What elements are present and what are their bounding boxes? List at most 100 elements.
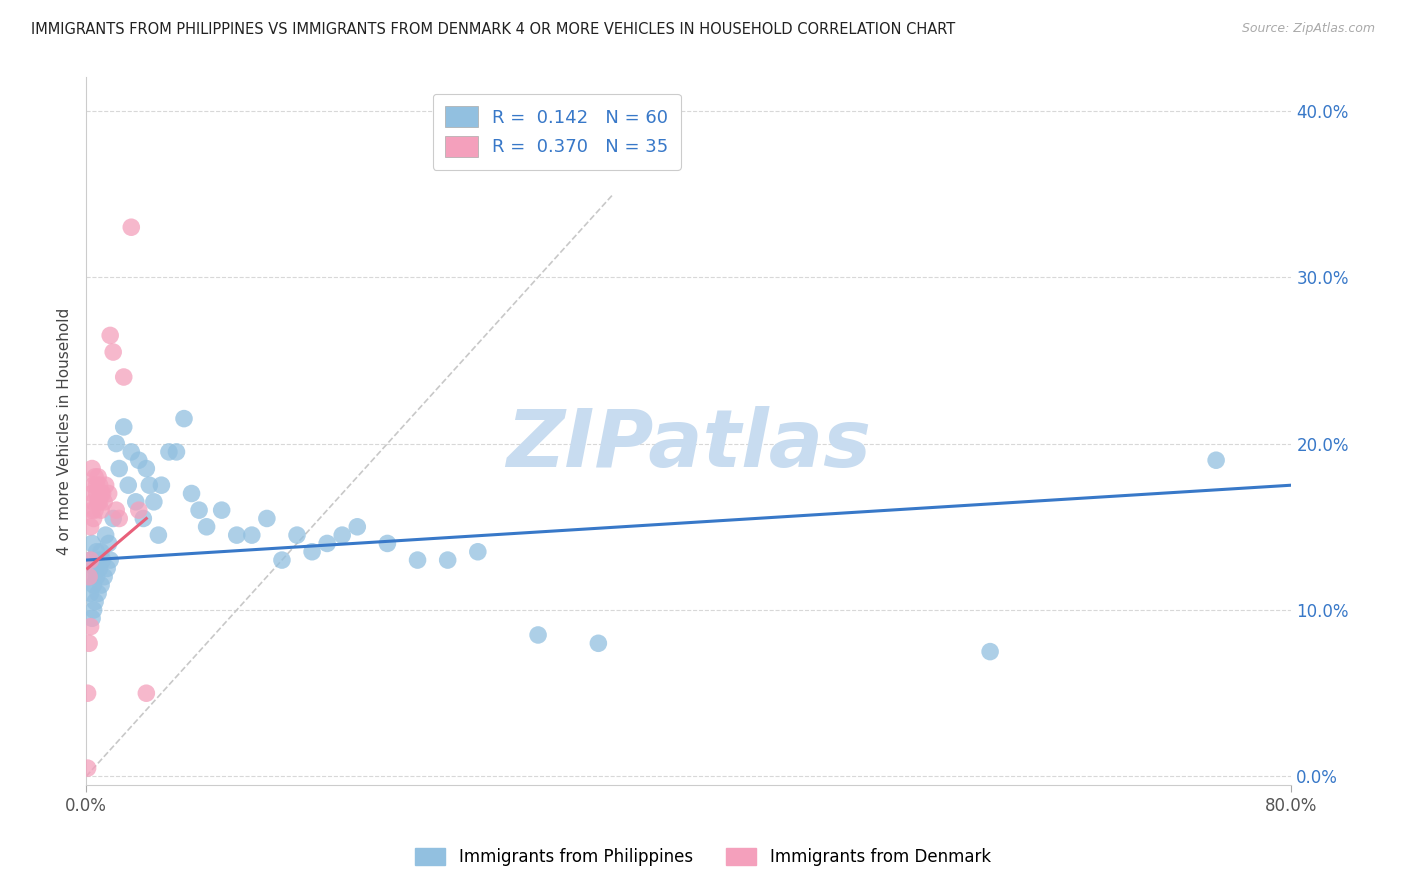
Point (128, 503, 150, 517)
Point (84, 561, 107, 575)
Point (108, 461, 131, 475)
Point (1205, 453, 1227, 467)
Point (79, 620, 101, 634)
Point (346, 520, 368, 534)
Point (135, 686, 157, 700)
Point (79, 553, 101, 567)
Point (103, 511, 125, 525)
Point (173, 411, 195, 425)
Point (128, 453, 150, 467)
Point (96, 561, 118, 575)
Point (77, 570, 100, 584)
Point (89, 478, 111, 492)
Point (301, 545, 323, 559)
Point (83, 495, 105, 509)
Point (86, 545, 108, 559)
Point (125, 495, 148, 509)
Point (76, 686, 98, 700)
Point (79, 553, 101, 567)
Point (132, 511, 155, 525)
Text: Source: ZipAtlas.com: Source: ZipAtlas.com (1241, 22, 1375, 36)
Point (256, 511, 278, 525)
Point (93, 495, 115, 509)
Point (225, 528, 247, 542)
Point (91, 553, 114, 567)
Point (87, 553, 110, 567)
Point (90, 486, 112, 500)
Point (79, 520, 101, 534)
Legend: Immigrants from Philippines, Immigrants from Denmark: Immigrants from Philippines, Immigrants … (408, 840, 998, 875)
Point (377, 536, 399, 550)
Point (330, 528, 353, 542)
Point (240, 528, 263, 542)
Point (87, 495, 110, 509)
Point (135, 461, 157, 475)
Point (82, 503, 104, 517)
Point (105, 503, 128, 517)
Point (120, 220, 142, 235)
Point (90, 503, 112, 517)
Point (82, 536, 104, 550)
Point (87, 586, 110, 600)
Point (94, 528, 117, 542)
Point (97, 536, 120, 550)
Point (588, 636, 610, 650)
Point (89, 495, 111, 509)
Point (83, 578, 105, 592)
Y-axis label: 4 or more Vehicles in Household: 4 or more Vehicles in Household (58, 308, 72, 555)
Point (148, 528, 170, 542)
Point (120, 445, 142, 459)
Text: IMMIGRANTS FROM PHILIPPINES VS IMMIGRANTS FROM DENMARK 4 OR MORE VEHICLES IN HOU: IMMIGRANTS FROM PHILIPPINES VS IMMIGRANT… (31, 22, 955, 37)
Point (188, 503, 211, 517)
Point (86, 570, 108, 584)
Point (195, 520, 218, 534)
Point (86, 478, 108, 492)
Point (82, 611, 104, 625)
Point (271, 553, 294, 567)
Legend: R =  0.142   N = 60, R =  0.370   N = 35: R = 0.142 N = 60, R = 0.370 N = 35 (433, 94, 681, 169)
Point (157, 445, 180, 459)
Point (211, 503, 233, 517)
Point (84, 595, 107, 609)
Point (79, 586, 101, 600)
Point (285, 528, 308, 542)
Point (527, 628, 550, 642)
Point (98, 328, 121, 343)
Point (90, 578, 112, 592)
Point (166, 445, 188, 459)
Point (316, 536, 339, 550)
Text: ZIPatlas: ZIPatlas (506, 406, 872, 484)
Point (97, 486, 120, 500)
Point (112, 370, 135, 384)
Point (467, 545, 489, 559)
Point (93, 570, 115, 584)
Point (76, 761, 98, 775)
Point (180, 486, 202, 500)
Point (77, 570, 100, 584)
Point (86, 486, 108, 500)
Point (84, 503, 107, 517)
Point (83, 603, 105, 617)
Point (82, 486, 104, 500)
Point (94, 478, 117, 492)
Point (83, 511, 105, 525)
Point (82, 461, 104, 475)
Point (87, 470, 110, 484)
Point (84, 470, 107, 484)
Point (103, 345, 125, 359)
Point (406, 553, 429, 567)
Point (112, 420, 135, 434)
Point (89, 561, 111, 575)
Point (117, 478, 139, 492)
Point (142, 495, 165, 509)
Point (83, 478, 105, 492)
Point (90, 545, 112, 559)
Point (105, 436, 128, 450)
Point (979, 645, 1001, 659)
Point (150, 478, 173, 492)
Point (98, 553, 121, 567)
Point (77, 636, 100, 650)
Point (138, 478, 160, 492)
Point (91, 486, 114, 500)
Point (108, 511, 131, 525)
